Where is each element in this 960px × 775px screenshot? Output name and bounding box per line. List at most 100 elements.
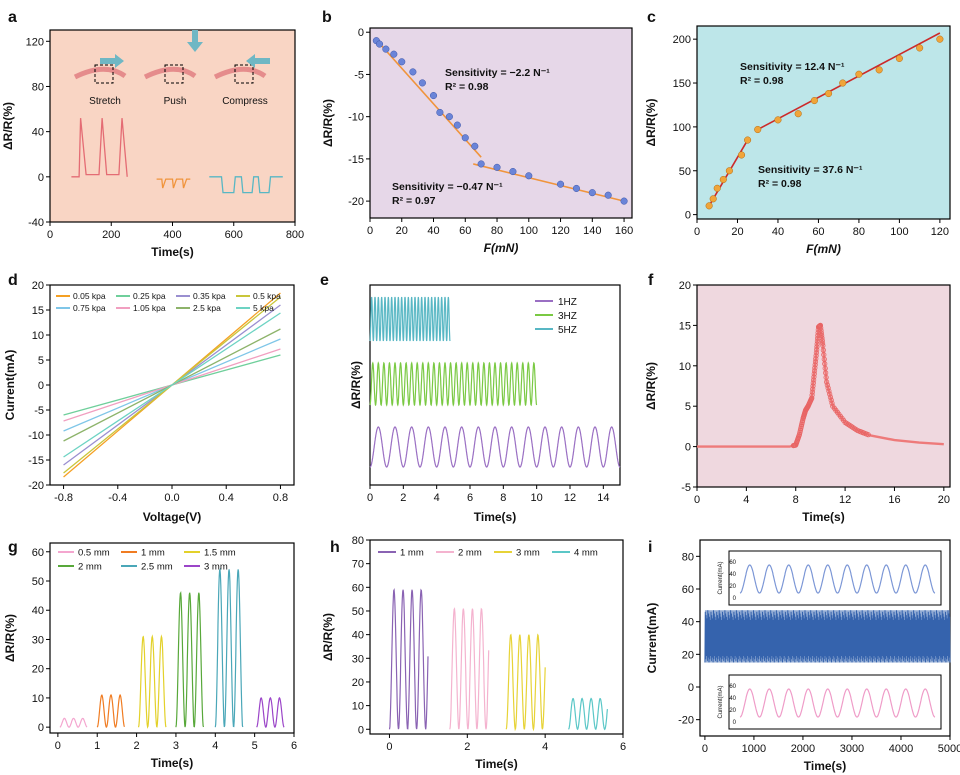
y-tick-label: 10 — [32, 330, 44, 342]
annotation-sensitivity-2: Sensitivity = 37.6 N⁻¹ — [758, 164, 863, 176]
x-tick-label: 12 — [839, 494, 851, 506]
data-point — [556, 180, 565, 188]
y-tick-label: 50 — [352, 606, 364, 618]
x-axis-label: Time(s) — [151, 245, 193, 259]
x-tick-label: 6 — [620, 741, 626, 753]
data-point — [819, 337, 825, 344]
y-tick-label: -20 — [28, 480, 44, 492]
data-point — [812, 365, 818, 371]
data-point — [810, 97, 818, 105]
data-point — [811, 377, 817, 383]
inset-y-tick: 60 — [729, 684, 736, 690]
y-tick-label: -5 — [681, 482, 691, 494]
x-tick-label: 20 — [731, 226, 743, 238]
legend-label: 2.5 kpa — [193, 303, 221, 313]
y-tick-label: 60 — [352, 582, 364, 594]
wave-4 mm — [568, 697, 608, 731]
data-point — [809, 389, 815, 395]
x-tick-label: 1 — [94, 740, 100, 752]
y-tick-label: 0 — [685, 442, 691, 454]
data-point — [818, 325, 824, 331]
inset-y-tick: 0 — [733, 596, 737, 602]
data-point — [875, 66, 883, 74]
data-point — [737, 151, 746, 159]
data-point — [461, 134, 469, 142]
legend-label: 2 mm — [458, 548, 482, 559]
y-tick-label: 100 — [673, 122, 691, 134]
inset-y-label: Current(mA) — [718, 685, 724, 718]
y-tick-label: -10 — [348, 112, 364, 124]
y-tick-label: -15 — [348, 154, 364, 166]
x-tick-label: 40 — [772, 226, 784, 238]
data-point — [916, 44, 924, 52]
legend-label: 1HZ — [558, 297, 577, 308]
data-point — [812, 362, 818, 368]
data-point — [477, 160, 485, 168]
legend-label: 2 mm — [78, 562, 102, 573]
x-tick-label: 1000 — [742, 743, 766, 755]
x-tick-label: 2000 — [791, 743, 815, 755]
data-point — [819, 335, 825, 341]
data-point — [409, 68, 417, 76]
x-axis-label: Time(s) — [151, 756, 193, 770]
x-axis-label: F(mN) — [806, 242, 841, 256]
data-point — [794, 110, 802, 118]
wave-3 mm — [505, 633, 546, 732]
y-tick-label: 0 — [38, 380, 44, 392]
x-tick-label: 2 — [134, 740, 140, 752]
y-tick-label: 200 — [673, 34, 691, 46]
wave-1.5 mm — [137, 634, 167, 729]
panel-label-g: g — [8, 539, 18, 556]
data-point — [839, 79, 847, 87]
y-tick-label: 0 — [688, 682, 694, 694]
panel-g-frame — [49, 542, 295, 734]
data-point — [620, 197, 628, 205]
wave-2.5 mm — [214, 567, 244, 728]
data-point — [815, 332, 821, 339]
y-tick-label: 80 — [32, 81, 44, 93]
inset-top-wave — [739, 564, 936, 594]
y-tick-label: 70 — [352, 559, 364, 571]
y-axis-label: ΔR/R(%) — [3, 614, 17, 662]
x-axis-label: Time(s) — [475, 757, 517, 771]
inset-y-tick: 0 — [733, 720, 737, 726]
data-point — [588, 189, 596, 197]
panel-c-background — [697, 26, 950, 219]
legend-label: 2.5 mm — [141, 562, 173, 573]
x-tick-label: 60 — [812, 226, 824, 238]
legend-label: 3 mm — [516, 548, 540, 559]
data-point — [814, 344, 820, 350]
x-tick-label: 4000 — [889, 743, 913, 755]
wave-1 mm — [96, 693, 125, 729]
x-tick-label: 600 — [225, 229, 243, 241]
data-point — [398, 58, 406, 66]
x-tick-label: 2 — [464, 741, 470, 753]
x-tick-label: 0.4 — [219, 492, 234, 504]
x-tick-label: 4 — [212, 740, 218, 752]
y-tick-label: 30 — [32, 634, 44, 646]
data-point — [375, 40, 384, 48]
legend-label: 0.25 kpa — [133, 291, 166, 301]
data-point — [824, 382, 830, 388]
data-point — [445, 113, 453, 121]
wave-5HZ — [369, 296, 451, 342]
data-point — [936, 35, 944, 43]
legend-label: 0.05 kpa — [73, 291, 106, 301]
data-point — [828, 397, 834, 403]
data-point — [829, 400, 835, 406]
legend-label: 0.5 mm — [78, 548, 110, 559]
y-tick-label: 50 — [32, 576, 44, 588]
panel-f-background — [697, 285, 950, 487]
x-axis-label: F(mN) — [484, 241, 519, 255]
panel-b-frame — [369, 27, 633, 219]
x-tick-label: 3 — [173, 740, 179, 752]
y-axis-label: ΔR/R(%) — [321, 613, 335, 661]
y-tick-label: -40 — [28, 217, 44, 229]
data-point — [814, 341, 820, 347]
panel-label-h: h — [330, 539, 340, 556]
data-point — [811, 368, 818, 374]
x-tick-label: 400 — [163, 229, 181, 241]
data-point — [814, 347, 820, 353]
x-tick-label: 0 — [367, 492, 373, 504]
x-tick-label: 0 — [694, 494, 700, 506]
